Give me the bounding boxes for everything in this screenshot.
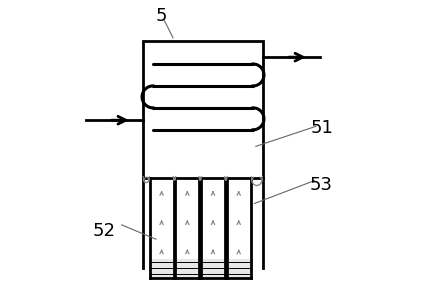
- Text: 5: 5: [156, 7, 167, 26]
- Bar: [175, 259, 199, 278]
- Text: 53: 53: [310, 176, 333, 194]
- Bar: [143, 41, 263, 178]
- Bar: [201, 259, 225, 278]
- Bar: [149, 259, 173, 278]
- Text: 52: 52: [93, 222, 116, 240]
- Bar: [227, 259, 251, 278]
- Text: 51: 51: [310, 119, 333, 137]
